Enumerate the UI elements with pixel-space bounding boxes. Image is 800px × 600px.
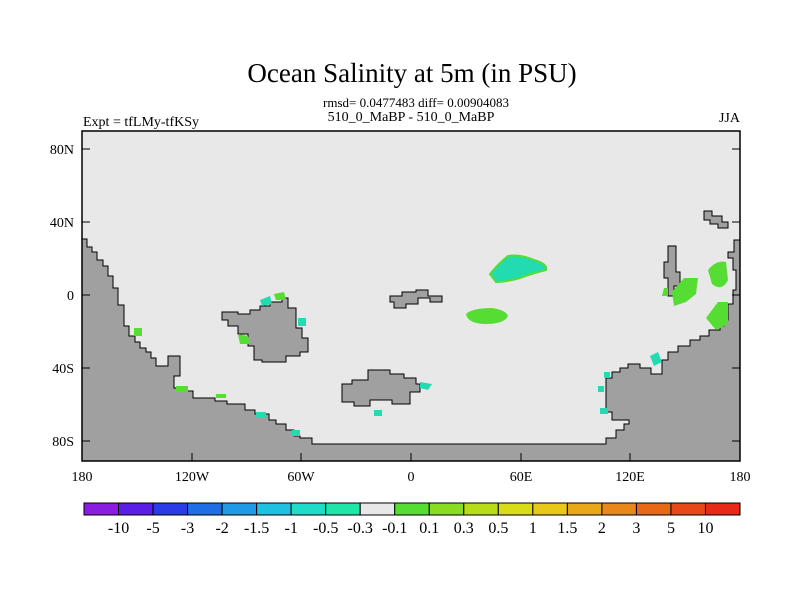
colorbar-label: -1.5 (244, 520, 269, 537)
figure-title: Ocean Salinity at 5m (in PSU) (247, 58, 576, 88)
x-axis-labels: 180 120W 60W 0 60E 120E 180 (72, 470, 751, 485)
anomaly-patch-east-3 (706, 302, 728, 330)
colorbar-swatch (566, 502, 603, 516)
map-panel: 80N 40N 0 40S 80S 180 120W 60W 0 60E 120… (50, 130, 751, 485)
colorbar-swatch (532, 502, 568, 516)
anomaly-patch-southeast-2 (600, 408, 608, 414)
anomaly-patch-southeast-3 (598, 386, 604, 392)
colorbar-swatch (118, 502, 154, 516)
anomaly-patch-mid-4 (298, 318, 306, 326)
anomaly-patch-east-2 (672, 278, 698, 306)
colorbar-label: -2 (215, 520, 228, 537)
y-tick-label: 80N (50, 143, 74, 158)
anomaly-patch-south-1 (374, 410, 382, 416)
x-tick-label: 60E (510, 470, 533, 485)
colorbar-swatch (325, 502, 361, 516)
landmass-northeast-sliver (703, 210, 729, 229)
anomaly-patch-west-3 (216, 394, 226, 398)
colorbar-label: -1 (284, 520, 297, 537)
colorbar-label: 3 (632, 520, 640, 537)
colorbar: -10 -5 -3 -2 -1.5 -1 -0.5 -0.3 -0.1 0.1 0.3 0.5 1 1.5… (83, 502, 741, 537)
colorbar-label: 2 (598, 520, 606, 537)
colorbar-swatch (428, 502, 465, 516)
stats-label: rmsd= 0.0477483 diff= 0.00904083 (323, 95, 509, 110)
colorbar-swatch (256, 502, 292, 516)
colorbar-swatch (290, 502, 327, 516)
anomaly-patch-east-4 (650, 352, 662, 366)
colorbar-label: 10 (697, 520, 713, 537)
anomaly-patch-west-4 (256, 412, 266, 418)
y-tick-label: 40S (52, 362, 74, 377)
colorbar-swatch (221, 502, 258, 516)
colorbar-swatch (704, 502, 741, 516)
colorbar-swatch (670, 502, 706, 516)
y-tick-label: 80S (52, 435, 74, 450)
anomaly-patch-central (466, 308, 508, 324)
anomaly-patch-east-1 (708, 261, 728, 288)
x-tick-label: 120E (615, 470, 645, 485)
y-axis-ticks (82, 148, 740, 442)
anomaly-patch-mid-3 (238, 334, 250, 344)
y-tick-label: 40N (50, 216, 74, 231)
colorbar-label: -0.3 (348, 520, 373, 537)
anomaly-patch-west-2 (176, 386, 188, 392)
anomaly-patch-mid-1 (260, 296, 272, 306)
x-tick-label: 180 (730, 470, 751, 485)
colorbar-swatch (187, 502, 223, 516)
anomaly-patch-west-5 (292, 430, 300, 436)
case-label: 510_0_MaBP - 510_0_MaBP (328, 110, 495, 125)
x-tick-label: 180 (72, 470, 93, 485)
experiment-label: Expt = tfLMy-tfKSy (83, 115, 199, 130)
colorbar-swatch (394, 502, 430, 516)
colorbar-label: 5 (667, 520, 675, 537)
x-tick-label: 60W (287, 470, 315, 485)
x-tick-label: 0 (408, 470, 415, 485)
colorbar-label: -10 (108, 520, 129, 537)
colorbar-swatch (463, 502, 499, 516)
colorbar-label: 1 (529, 520, 537, 537)
colorbar-label: 0.1 (419, 520, 439, 537)
colorbar-label: 0.3 (454, 520, 474, 537)
colorbar-label: -0.1 (382, 520, 407, 537)
colorbar-swatch (359, 502, 396, 516)
colorbar-swatch (152, 502, 189, 516)
anomaly-patch-southeast-1 (604, 372, 610, 378)
colorbar-boxes (83, 502, 741, 516)
anomaly-layer (134, 254, 728, 436)
colorbar-label: 0.5 (488, 520, 508, 537)
colorbar-label: 1.5 (557, 520, 577, 537)
colorbar-label: -0.5 (313, 520, 338, 537)
anomaly-patch-north-central (488, 254, 548, 284)
season-label: JJA (719, 111, 741, 126)
x-tick-label: 120W (175, 470, 210, 485)
colorbar-label: -3 (181, 520, 194, 537)
colorbar-swatch (497, 502, 534, 516)
colorbar-swatch (601, 502, 637, 516)
x-axis-ticks (81, 453, 741, 461)
y-tick-label: 0 (67, 289, 74, 304)
anomaly-patch-south-2 (420, 382, 432, 390)
landmass-central-island (389, 289, 443, 309)
colorbar-swatch (83, 502, 120, 516)
land-layer (81, 210, 741, 462)
colorbar-label: -5 (146, 520, 159, 537)
anomaly-patch-west-1 (134, 328, 142, 336)
y-axis-labels: 80N 40N 0 40S 80S (50, 143, 74, 450)
anomaly-patch-mid-2 (274, 292, 286, 300)
anomaly-patch-east-5 (662, 288, 668, 296)
colorbar-swatch (635, 502, 672, 516)
colorbar-labels: -10 -5 -3 -2 -1.5 -1 -0.5 -0.3 -0.1 0.1 0.3 0.5 1 1.5… (108, 520, 714, 537)
